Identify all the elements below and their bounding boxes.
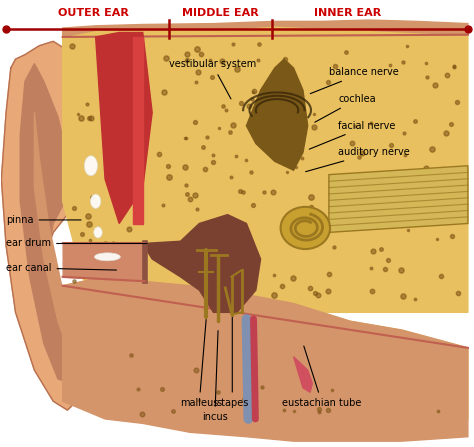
Polygon shape [63, 20, 468, 37]
Text: pinna: pinna [6, 215, 81, 225]
Text: balance nerve: balance nerve [310, 67, 399, 94]
Ellipse shape [84, 156, 98, 176]
Ellipse shape [281, 207, 330, 249]
Polygon shape [35, 113, 67, 348]
Text: ear canal: ear canal [6, 263, 117, 273]
Text: ear drum: ear drum [6, 239, 147, 249]
Polygon shape [133, 37, 143, 224]
Polygon shape [143, 215, 261, 312]
Text: vestibular system: vestibular system [169, 59, 256, 99]
Polygon shape [63, 277, 468, 441]
Text: malleus: malleus [180, 320, 219, 408]
Ellipse shape [91, 194, 101, 208]
Polygon shape [246, 59, 308, 170]
Polygon shape [293, 357, 312, 392]
Polygon shape [63, 26, 468, 312]
Text: cochlea: cochlea [315, 94, 376, 122]
Text: stapes: stapes [216, 317, 248, 408]
Polygon shape [63, 277, 468, 428]
Polygon shape [1, 42, 96, 410]
Polygon shape [96, 33, 152, 224]
Text: MIDDLE EAR: MIDDLE EAR [182, 8, 259, 18]
Ellipse shape [94, 253, 120, 261]
Text: facial nerve: facial nerve [310, 121, 396, 149]
Text: OUTER EAR: OUTER EAR [58, 8, 129, 18]
Text: auditory nerve: auditory nerve [306, 148, 410, 172]
Polygon shape [20, 63, 77, 384]
Ellipse shape [94, 227, 102, 238]
Text: eustachian tube: eustachian tube [282, 346, 362, 408]
Polygon shape [329, 166, 468, 232]
Text: incus: incus [202, 331, 228, 422]
Text: INNER EAR: INNER EAR [314, 8, 382, 18]
